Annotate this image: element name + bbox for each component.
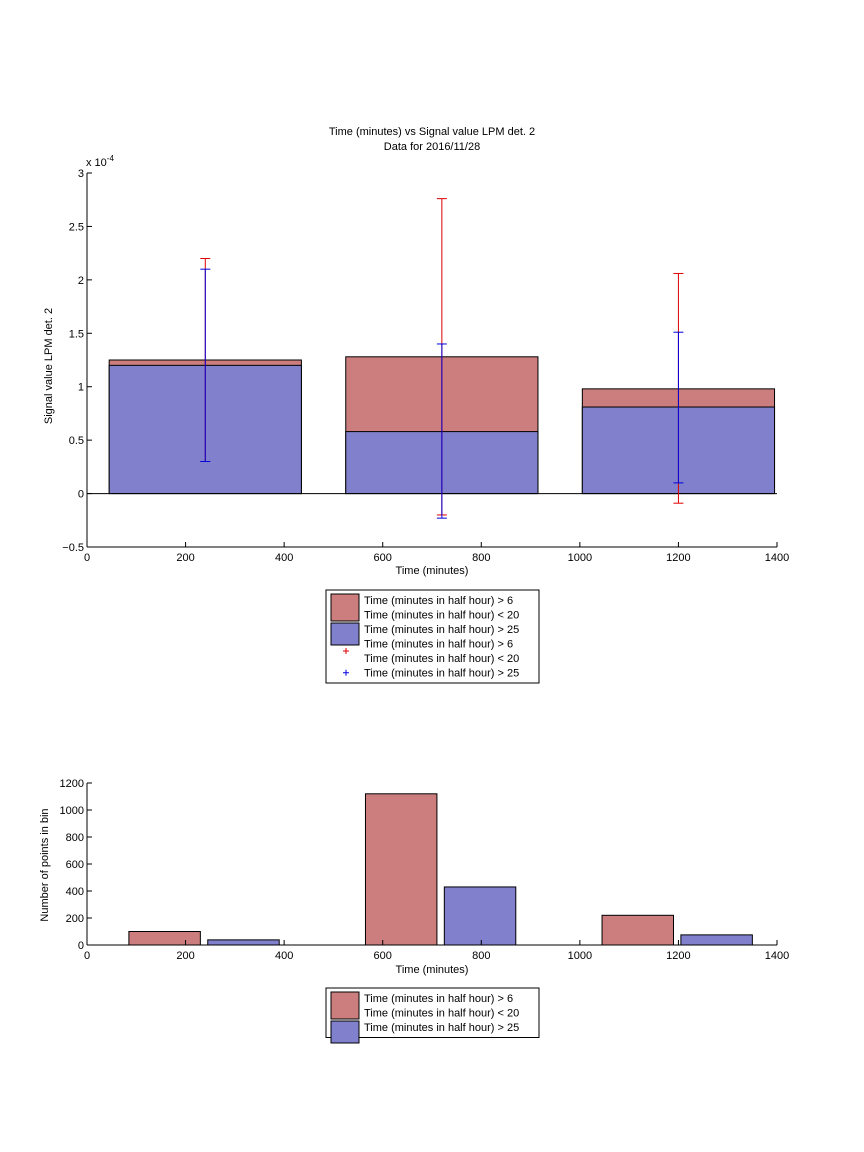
legend-entry-label: Time (minutes in half hour) < 20 (364, 653, 519, 665)
y-tick-label: 1200 (60, 778, 84, 790)
x-tick-label: 200 (176, 552, 194, 564)
y-tick-label: 1.5 (69, 328, 84, 340)
signal-chart-x-label: Time (minutes) (396, 565, 469, 577)
signal-chart-y-exponent-base: x 10 (86, 157, 107, 169)
legend-entry-label: Time (minutes in half hour) > 25 (364, 624, 519, 636)
count-chart-legend: Time (minutes in half hour) > 6 Time (min… (325, 987, 540, 1044)
x-tick-label: 1000 (568, 552, 592, 564)
count-bar (128, 931, 201, 946)
count-bar (680, 934, 753, 946)
y-tick-label: 2.5 (69, 221, 84, 233)
count-chart-y-label: Number of points in bin (39, 808, 51, 921)
count-chart-bars (128, 793, 753, 946)
y-tick-label: 600 (66, 859, 84, 871)
y-tick-label: 0 (78, 489, 84, 501)
x-tick-label: 200 (176, 950, 194, 962)
x-tick-label: 1400 (765, 552, 789, 564)
signal-chart-subtitle: Data for 2016/11/28 (384, 141, 480, 153)
signal-chart-y-label: Signal value LPM det. 2 (43, 308, 55, 424)
legend-entry-label: Time (minutes in half hour) < 20 (364, 610, 519, 622)
y-tick-label: 0 (78, 940, 84, 952)
y-tick-label: 2 (78, 275, 84, 287)
count-chart: 0 200 400 600 800 1000 1200 1400 0 200 400 600 800 10… (39, 778, 790, 1044)
signal-chart-title: Time (minutes) vs Signal value LPM det. … (329, 126, 535, 138)
legend-entry-label: Time (minutes in half hour) < 20 (364, 1008, 519, 1020)
legend-swatch (330, 593, 360, 622)
y-tick-label: 800 (66, 832, 84, 844)
signal-chart-legend: Time (minutes in half hour) > 6 Time (min… (325, 589, 540, 684)
signal-chart-axes: 0 200 400 600 800 1000 1200 1400−0.500.511.522.… (62, 168, 789, 564)
signal-chart: Time (minutes) vs Signal value LPM det. … (43, 126, 789, 684)
count-bar (601, 914, 674, 946)
x-tick-label: 1200 (666, 552, 690, 564)
x-tick-label: 600 (374, 950, 392, 962)
count-bar (207, 939, 280, 946)
y-tick-label: 0.5 (69, 435, 84, 447)
y-tick-label: 200 (66, 913, 84, 925)
legend-entry-label: Time (minutes in half hour) > 25 (364, 668, 519, 680)
y-tick-label: 400 (66, 886, 84, 898)
x-tick-label: 400 (275, 552, 293, 564)
y-tick-label: 1 (78, 382, 84, 394)
x-tick-label: 400 (275, 950, 293, 962)
x-tick-label: 1200 (666, 950, 690, 962)
legend-swatch (330, 622, 360, 646)
count-bar (364, 793, 438, 946)
x-tick-label: 0 (84, 950, 90, 962)
legend-box (325, 589, 540, 684)
legend-entry-label: Time (minutes in half hour) > 25 (364, 1022, 519, 1034)
x-tick-label: 1000 (568, 950, 592, 962)
legend-entry-label: Time (minutes in half hour) > 6 (364, 595, 513, 607)
legend-swatch (330, 991, 360, 1020)
legend-entry-label: Time (minutes in half hour) > 6 (364, 993, 513, 1005)
legend-entry-label: Time (minutes in half hour) > 6 (364, 639, 513, 651)
signal-chart-y-exponent-power: -4 (107, 154, 115, 163)
y-tick-label: −0.5 (62, 542, 84, 554)
count-chart-axes: 0 200 400 600 800 1000 1200 1400 0 200 400 600 800 10… (60, 778, 790, 962)
y-tick-label: 3 (78, 168, 84, 180)
legend-box (325, 987, 540, 1038)
x-tick-label: 600 (374, 552, 392, 564)
x-tick-label: 800 (472, 950, 490, 962)
signal-chart-y-exponent: x 10-4 (86, 154, 114, 169)
x-tick-label: 1400 (765, 950, 789, 962)
x-tick-label: 800 (472, 552, 490, 564)
count-bar (443, 886, 517, 946)
count-chart-x-label: Time (minutes) (396, 964, 469, 976)
legend-swatch (330, 1020, 360, 1044)
signal-chart-error-bars (200, 198, 684, 519)
x-tick-label: 0 (84, 552, 90, 564)
y-tick-label: 1000 (60, 805, 84, 817)
